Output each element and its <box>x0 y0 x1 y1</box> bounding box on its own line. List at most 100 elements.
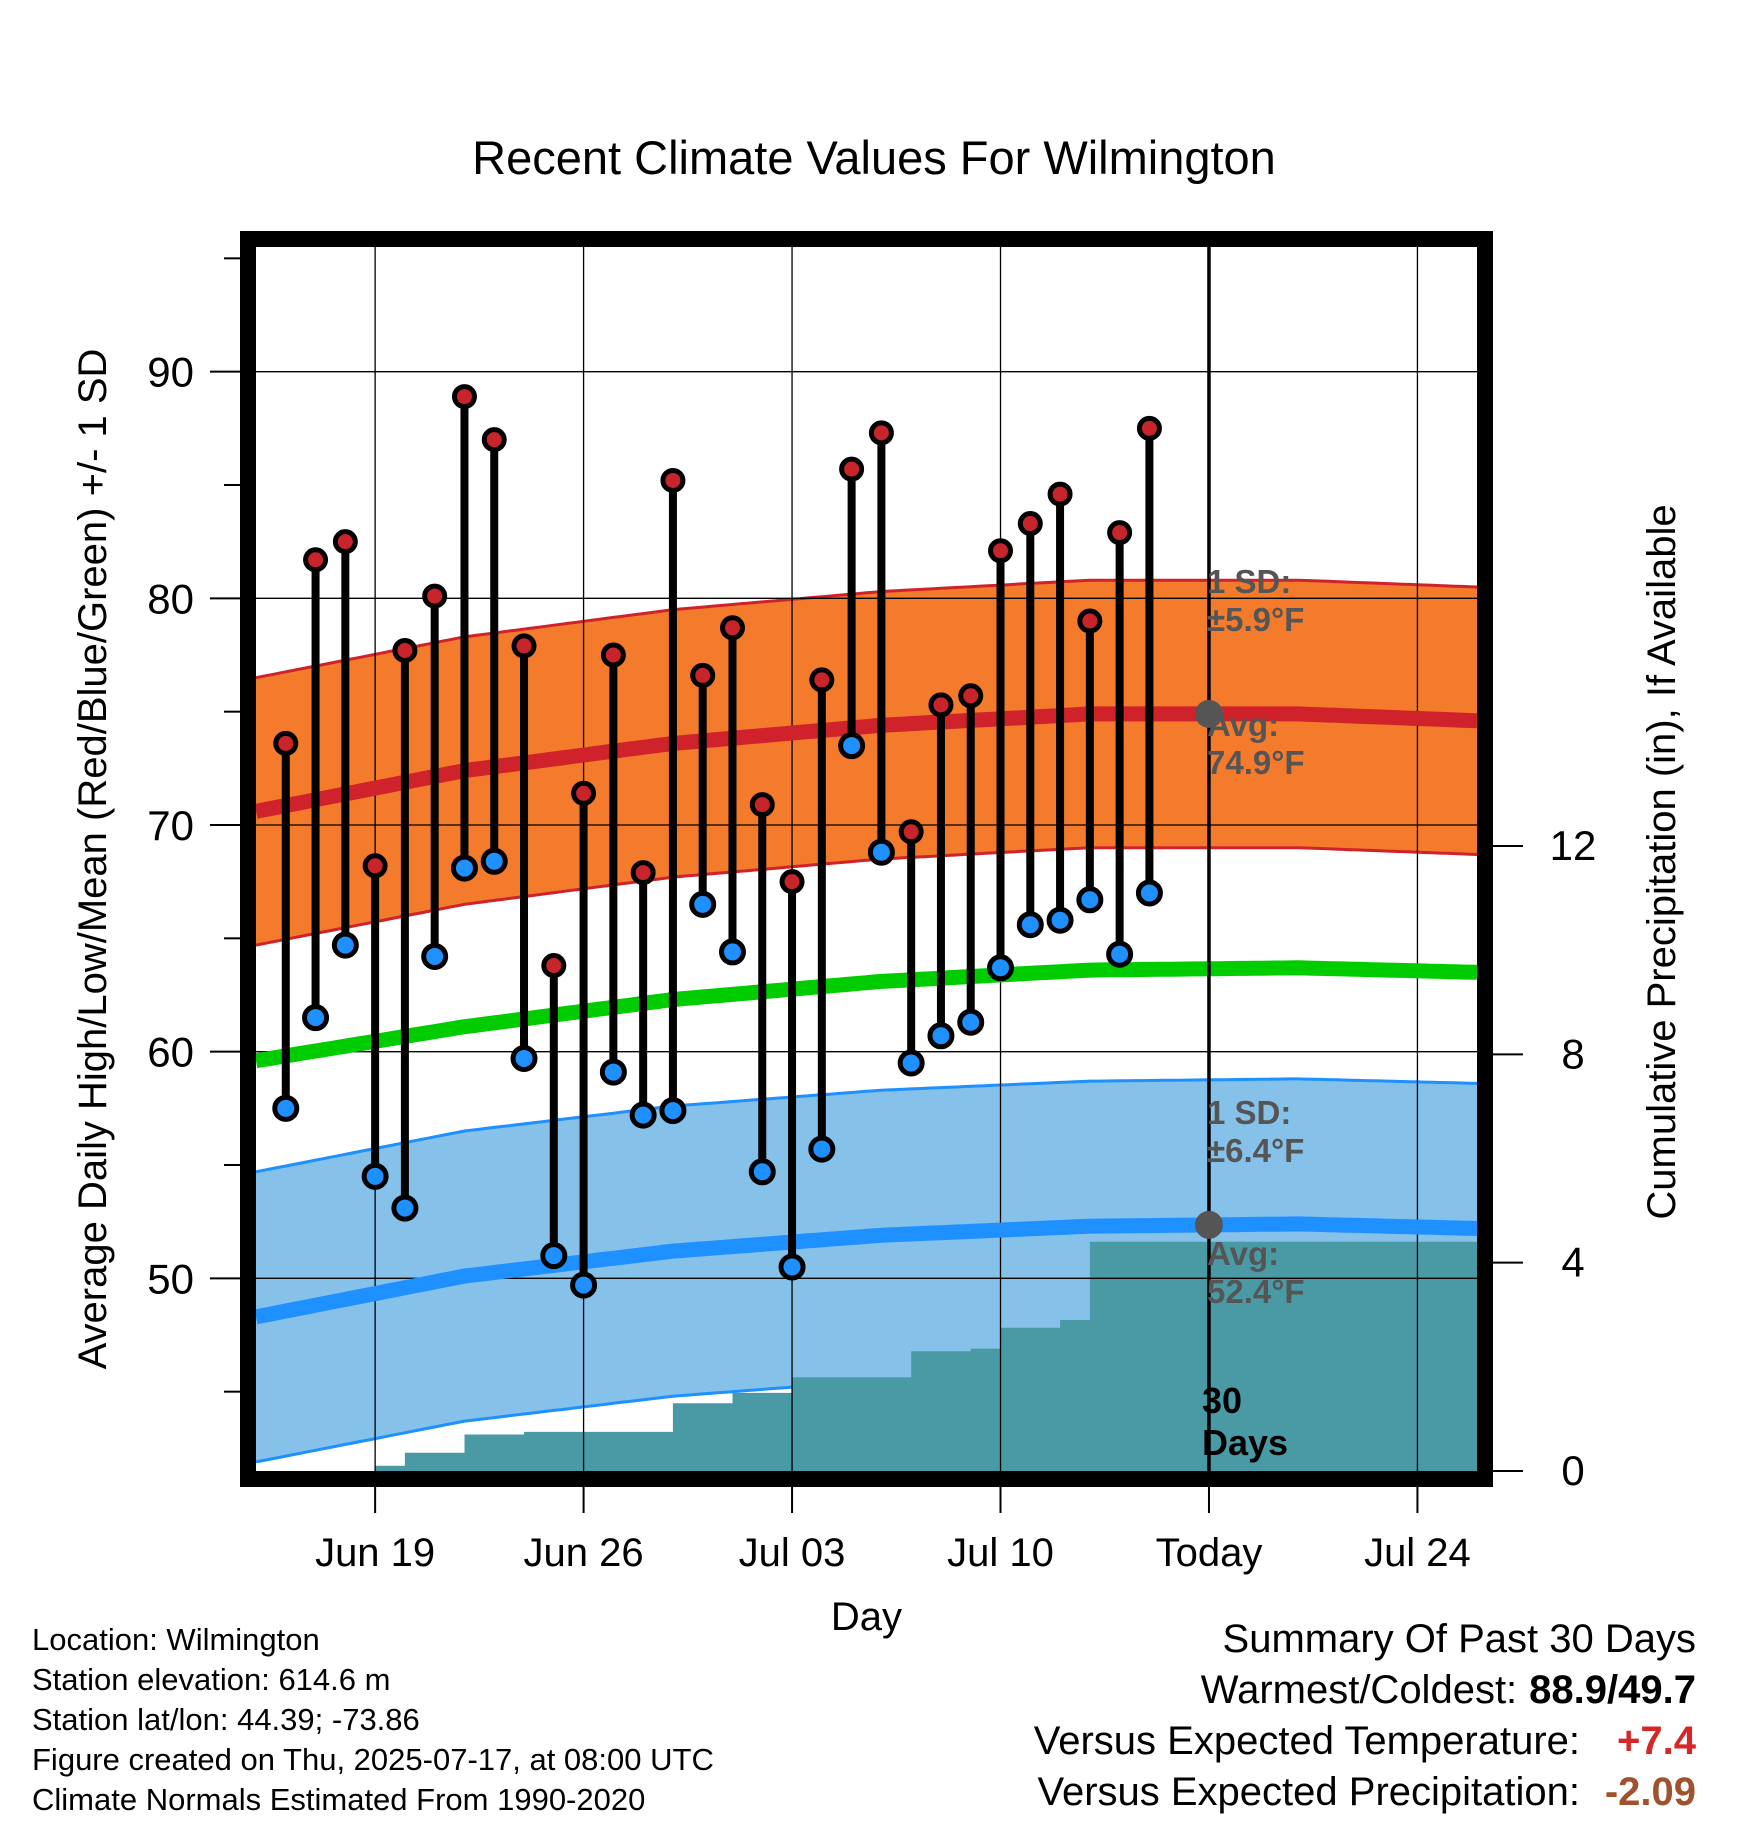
high-point <box>660 467 686 493</box>
low-point <box>1076 886 1104 914</box>
high-point <box>303 547 329 573</box>
low-point <box>570 1271 598 1299</box>
chart-title: Recent Climate Values For Wilmington <box>472 131 1276 184</box>
high-point <box>988 538 1014 564</box>
today-high-avg-dot <box>1194 699 1223 728</box>
x-tick-label: Today <box>1156 1531 1263 1575</box>
low-point <box>540 1242 568 1270</box>
high-point <box>779 869 805 895</box>
high-point <box>273 730 299 756</box>
low-point <box>1106 940 1134 968</box>
low-point <box>629 1101 657 1129</box>
mean-normal-line <box>256 960 1477 1069</box>
high-point <box>451 384 477 410</box>
temp-value: +7.4 <box>1617 1719 1696 1763</box>
high-point <box>332 529 358 555</box>
high-point <box>839 456 865 482</box>
low-point <box>510 1044 538 1072</box>
high-sd-band <box>256 580 1477 946</box>
high-point <box>809 667 835 693</box>
low-point <box>272 1094 300 1122</box>
x-axis-title: Day <box>831 1595 902 1639</box>
low-point <box>718 938 746 966</box>
high-point <box>1077 608 1103 634</box>
low-point <box>689 890 717 918</box>
low-point <box>957 1008 985 1036</box>
high-point <box>719 615 745 641</box>
low-point <box>808 1135 836 1163</box>
high-point <box>571 780 597 806</box>
low-point <box>778 1253 806 1281</box>
high-point <box>1136 415 1162 441</box>
y2-tick-label: 12 <box>1550 822 1597 869</box>
station-info: Location: Wilmington Station elevation: … <box>32 1620 714 1820</box>
low-point <box>1046 906 1074 934</box>
today-low-avg-dot <box>1194 1210 1223 1239</box>
high-avg-annotation: Avg: 74.9°F <box>1207 706 1305 781</box>
plot-area <box>256 247 1477 1471</box>
high-point <box>898 819 924 845</box>
y-tick-label: 60 <box>147 1029 194 1076</box>
low-point <box>421 942 449 970</box>
low-point <box>450 854 478 882</box>
low-point <box>987 954 1015 982</box>
summary-temp-row: Versus Expected Temperature: +7.4 <box>1034 1716 1696 1767</box>
y-axis-title-left: Average Daily High/Low/Mean (Red/Blue/Gr… <box>71 349 115 1370</box>
y2-tick-label: 8 <box>1561 1030 1584 1077</box>
warmest-value: 88.9/49.7 <box>1529 1668 1696 1712</box>
y2-tick-label: 0 <box>1561 1447 1584 1494</box>
high-point <box>630 860 656 886</box>
high-normal-line <box>256 706 1477 819</box>
high-point <box>868 420 894 446</box>
low-point <box>659 1097 687 1125</box>
low-point <box>361 1162 389 1190</box>
low-point <box>1135 879 1163 907</box>
y-axis-title-right: Cumulative Precipitation (in), If Availa… <box>1640 504 1684 1219</box>
low-point <box>302 1004 330 1032</box>
latlon-label: Station lat/lon: 44.39; -73.86 <box>32 1702 420 1737</box>
precip-label: Versus Expected Precipitation: <box>1037 1770 1580 1814</box>
precip-value: -2.09 <box>1604 1770 1696 1814</box>
high-band-lower-edge <box>256 846 1477 947</box>
summary-warmest-row: Warmest/Coldest: 88.9/49.7 <box>1034 1665 1696 1716</box>
y-tick-label: 70 <box>147 802 194 849</box>
high-point <box>541 953 567 979</box>
low-point <box>867 838 895 866</box>
warmest-label: Warmest/Coldest: <box>1200 1668 1518 1712</box>
low-point <box>599 1058 627 1086</box>
high-point <box>690 662 716 688</box>
normals-label: Climate Normals Estimated From 1990-2020 <box>32 1782 646 1817</box>
created-label: Figure created on Thu, 2025-07-17, at 08… <box>32 1742 714 1777</box>
low-point <box>480 847 508 875</box>
y-tick-label: 80 <box>147 575 194 622</box>
high-point <box>422 583 448 609</box>
low-band-upper-edge <box>256 1077 1477 1174</box>
low-point <box>1016 911 1044 939</box>
high-point <box>362 853 388 879</box>
high-point <box>481 427 507 453</box>
high-point <box>511 633 537 659</box>
temp-label: Versus Expected Temperature: <box>1033 1719 1580 1763</box>
high-point <box>1017 511 1043 537</box>
x-tick-label: Jul 10 <box>947 1531 1054 1575</box>
low-point <box>748 1158 776 1186</box>
high-sd-annotation: 1 SD: ±5.9°F <box>1207 563 1304 638</box>
high-point <box>928 692 954 718</box>
high-point <box>1047 481 1073 507</box>
location-label: Location: Wilmington <box>32 1622 320 1657</box>
low-point <box>391 1194 419 1222</box>
plot-frame <box>240 231 1493 1487</box>
summary-panel: Summary Of Past 30 Days Warmest/Coldest:… <box>1034 1614 1696 1818</box>
high-point <box>749 792 775 818</box>
low-sd-annotation: 1 SD: ±6.4°F <box>1207 1094 1304 1169</box>
y2-tick-label: 4 <box>1561 1239 1584 1286</box>
low-avg-annotation: Avg: 52.4°F <box>1207 1235 1305 1310</box>
high-point <box>392 637 418 663</box>
elevation-label: Station elevation: 614.6 m <box>32 1662 391 1697</box>
low-point <box>838 732 866 760</box>
x-tick-label: Jul 24 <box>1364 1531 1471 1575</box>
low-normal-line <box>256 1216 1477 1325</box>
low-point <box>897 1049 925 1077</box>
low-point <box>331 931 359 959</box>
